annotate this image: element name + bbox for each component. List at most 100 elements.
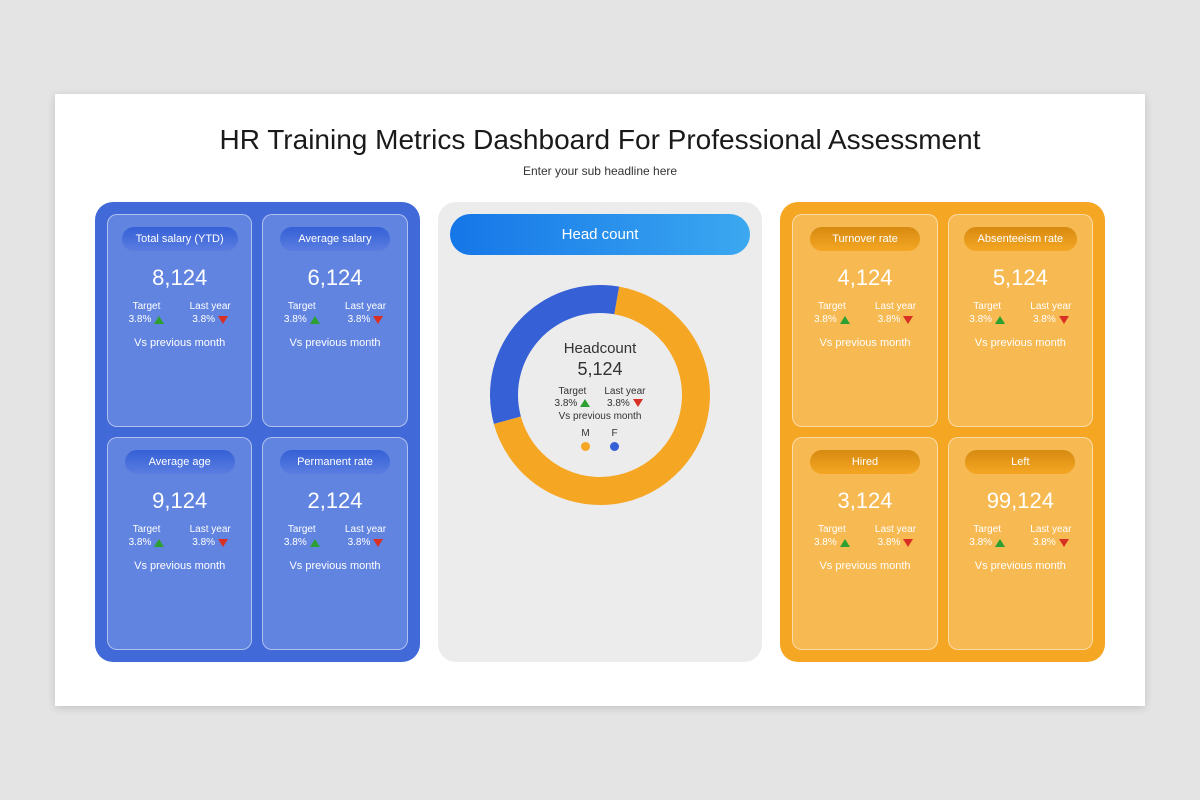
metric-pill: Average salary (280, 227, 390, 251)
metric-pill: Left (965, 450, 1075, 474)
up-icon (310, 316, 320, 324)
legend-male-label: M (581, 428, 589, 439)
metric-value: 5,124 (993, 265, 1048, 291)
target-label: Target (288, 301, 316, 312)
lastyear-label: Last year (345, 301, 386, 312)
target-pct: 3.8% (814, 537, 850, 548)
metric-pill: Permanent rate (280, 450, 390, 474)
vs-text: Vs previous month (289, 560, 380, 572)
metric-pill: Hired (810, 450, 920, 474)
page-title: HR Training Metrics Dashboard For Profes… (95, 124, 1105, 156)
lastyear-label: Last year (190, 524, 231, 535)
target-pct: 3.8% (969, 537, 1005, 548)
lastyear-pct: 3.8% (192, 314, 228, 325)
legend-female-label: F (611, 428, 617, 439)
down-icon (903, 539, 913, 547)
metric-value: 9,124 (152, 488, 207, 514)
up-icon (580, 399, 590, 407)
donut-target-label: Target (559, 386, 587, 397)
target-label: Target (133, 524, 161, 535)
lastyear-label: Last year (875, 301, 916, 312)
donut-stats: Target 3.8% Last year 3.8% (555, 386, 646, 409)
donut-lastyear-pct: 3.8% (607, 398, 630, 409)
panel-salary: Total salary (YTD) 8,124 Target 3.8% Las… (95, 202, 420, 662)
metric-value: 4,124 (837, 265, 892, 291)
legend-male-dot (581, 442, 590, 451)
down-icon (373, 539, 383, 547)
up-icon (995, 316, 1005, 324)
metric-card: Turnover rate 4,124 Target 3.8% Last yea… (792, 214, 937, 427)
metric-stats: Target 3.8% Last year 3.8% (116, 301, 243, 325)
metric-card: Left 99,124 Target 3.8% Last year 3.8% V… (948, 437, 1093, 650)
metric-card: Absenteeism rate 5,124 Target 3.8% Last … (948, 214, 1093, 427)
vs-text: Vs previous month (819, 560, 910, 572)
down-icon (218, 316, 228, 324)
vs-text: Vs previous month (975, 337, 1066, 349)
page-subtitle: Enter your sub headline here (95, 164, 1105, 178)
target-pct: 3.8% (129, 314, 165, 325)
legend-female-dot (610, 442, 619, 451)
donut-target-pct: 3.8% (555, 398, 578, 409)
metric-stats: Target 3.8% Last year 3.8% (116, 524, 243, 548)
up-icon (995, 539, 1005, 547)
lastyear-pct: 3.8% (878, 537, 914, 548)
lastyear-pct: 3.8% (348, 537, 384, 548)
down-icon (373, 316, 383, 324)
lastyear-pct: 3.8% (1033, 537, 1069, 548)
metric-card: Permanent rate 2,124 Target 3.8% Last ye… (262, 437, 407, 650)
target-pct: 3.8% (284, 314, 320, 325)
down-icon (218, 539, 228, 547)
metric-pill: Absenteeism rate (964, 227, 1078, 251)
lastyear-pct: 3.8% (1033, 314, 1069, 325)
vs-text: Vs previous month (289, 337, 380, 349)
up-icon (154, 316, 164, 324)
down-icon (903, 316, 913, 324)
lastyear-label: Last year (190, 301, 231, 312)
donut-title: Headcount (555, 340, 646, 357)
metric-value: 8,124 (152, 265, 207, 291)
vs-text: Vs previous month (134, 337, 225, 349)
donut-legend: M F (555, 428, 646, 451)
down-icon (1059, 539, 1069, 547)
target-pct: 3.8% (284, 537, 320, 548)
lastyear-label: Last year (1030, 301, 1071, 312)
target-label: Target (818, 301, 846, 312)
dashboard-slide: HR Training Metrics Dashboard For Profes… (55, 94, 1145, 706)
metric-value: 3,124 (837, 488, 892, 514)
up-icon (840, 316, 850, 324)
lastyear-pct: 3.8% (348, 314, 384, 325)
headcount-pill: Head count (450, 214, 751, 255)
lastyear-label: Last year (1030, 524, 1071, 535)
headcount-donut: Headcount 5,124 Target 3.8% Last year (480, 275, 720, 515)
target-pct: 3.8% (814, 314, 850, 325)
vs-text: Vs previous month (819, 337, 910, 349)
panels-row: Total salary (YTD) 8,124 Target 3.8% Las… (95, 202, 1105, 662)
panel-hr: Turnover rate 4,124 Target 3.8% Last yea… (780, 202, 1105, 662)
metric-pill: Turnover rate (810, 227, 920, 251)
vs-text: Vs previous month (134, 560, 225, 572)
target-pct: 3.8% (129, 537, 165, 548)
target-pct: 3.8% (969, 314, 1005, 325)
metric-pill: Total salary (YTD) (122, 227, 238, 251)
metric-card: Total salary (YTD) 8,124 Target 3.8% Las… (107, 214, 252, 427)
donut-center: Headcount 5,124 Target 3.8% Last year (555, 340, 646, 451)
target-label: Target (818, 524, 846, 535)
lastyear-pct: 3.8% (192, 537, 228, 548)
metric-card: Average salary 6,124 Target 3.8% Last ye… (262, 214, 407, 427)
donut-lastyear-label: Last year (604, 386, 645, 397)
vs-text: Vs previous month (975, 560, 1066, 572)
metric-stats: Target 3.8% Last year 3.8% (957, 524, 1084, 548)
donut-value: 5,124 (555, 359, 646, 380)
panel-headcount: Head count Headcount 5,124 Target 3.8% (438, 202, 763, 662)
up-icon (840, 539, 850, 547)
metric-card: Average age 9,124 Target 3.8% Last year … (107, 437, 252, 650)
donut-vs: Vs previous month (555, 411, 646, 422)
down-icon (1059, 316, 1069, 324)
metric-pill: Average age (125, 450, 235, 474)
metric-stats: Target 3.8% Last year 3.8% (271, 524, 398, 548)
up-icon (154, 539, 164, 547)
metric-stats: Target 3.8% Last year 3.8% (801, 301, 928, 325)
target-label: Target (288, 524, 316, 535)
metric-card: Hired 3,124 Target 3.8% Last year 3.8% V… (792, 437, 937, 650)
target-label: Target (133, 301, 161, 312)
